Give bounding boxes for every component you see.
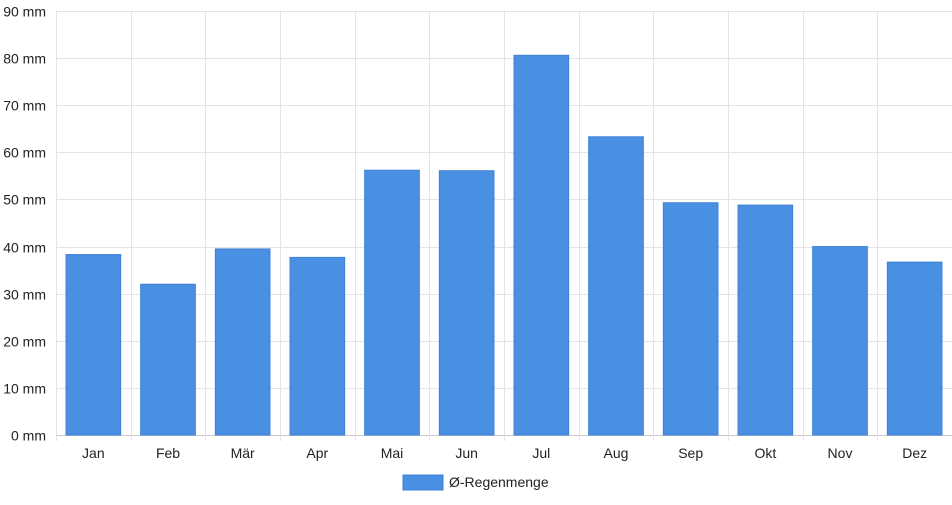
x-tick-label: Mai [381, 445, 404, 461]
bar [140, 283, 196, 436]
bar [737, 204, 794, 436]
y-tick-label: 10 mm [3, 381, 46, 397]
x-tick-label: Jan [82, 445, 105, 461]
y-tick-label: 90 mm [3, 4, 46, 20]
bar [588, 136, 644, 436]
bar [289, 256, 346, 436]
y-tick-label: 60 mm [3, 145, 46, 161]
x-tick-label: Aug [604, 445, 629, 461]
grid-lines [56, 11, 952, 441]
y-tick-label: 30 mm [3, 287, 46, 303]
y-tick-label: 70 mm [3, 98, 46, 114]
x-tick-label: Apr [306, 445, 328, 461]
bar [364, 169, 420, 436]
x-axis-tick-labels: Jan Feb Mär Apr Mai Jun Jul Aug Sep Okt Nov Dez [82, 445, 927, 461]
x-tick-label: Nov [828, 445, 853, 461]
bar [513, 54, 570, 436]
x-tick-label: Sep [678, 445, 703, 461]
legend: Ø-Regenmenge [402, 474, 549, 491]
y-tick-label: 80 mm [3, 51, 46, 67]
bar [438, 170, 495, 436]
legend-label: Ø-Regenmenge [449, 474, 549, 490]
bar [65, 254, 122, 436]
bar [812, 246, 868, 436]
x-tick-label: Mär [231, 445, 255, 461]
y-tick-label: 0 mm [11, 428, 46, 444]
bar [662, 202, 719, 436]
y-tick-label: 50 mm [3, 192, 46, 208]
x-tick-label: Feb [156, 445, 180, 461]
y-tick-label: 20 mm [3, 334, 46, 350]
bars [65, 54, 943, 436]
x-tick-label: Jul [532, 445, 550, 461]
bar [886, 261, 943, 436]
y-tick-label: 40 mm [3, 240, 46, 256]
x-tick-label: Jun [455, 445, 478, 461]
x-tick-label: Dez [902, 445, 927, 461]
y-axis-tick-labels: 0 mm 10 mm 20 mm 30 mm 40 mm 50 mm 60 mm 70 mm 8… [3, 4, 46, 444]
bar [214, 248, 271, 436]
x-tick-label: Okt [754, 445, 776, 461]
legend-swatch [402, 474, 444, 491]
